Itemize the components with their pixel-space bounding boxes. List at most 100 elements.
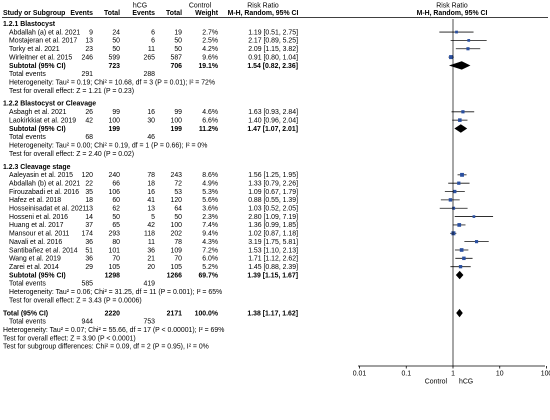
grand-heterogeneity-text: Heterogeneity: Tau² = 0.07; Chi² = 55.66…	[3, 327, 224, 334]
effect-marker	[455, 30, 458, 34]
study-events-control: 20	[147, 264, 155, 271]
total-hcg: 2220	[105, 310, 120, 317]
total-events-label: Total events	[9, 281, 46, 288]
study-name: Zarei et al. 2014	[9, 264, 59, 271]
study-events-hcg: 37	[85, 222, 93, 229]
study-total-control: 50	[174, 214, 182, 221]
effect-marker	[472, 215, 476, 218]
effect-marker	[466, 47, 470, 51]
subtotal-ci: 1.47 [1.07, 2.01]	[247, 126, 298, 133]
effect-marker	[453, 189, 457, 194]
study-events-control: 11	[148, 239, 155, 246]
study-events-control: 36	[147, 247, 155, 254]
study-total-control: 109	[171, 247, 183, 254]
total-events-label: Total events	[9, 134, 46, 141]
study-weight: 9.4%	[202, 231, 218, 238]
study-events-hcg: 22	[85, 180, 93, 187]
x-axis-tick-label: 1	[451, 371, 455, 378]
study-total-hcg: 100	[109, 117, 121, 124]
study-total-hcg: 65	[112, 222, 120, 229]
effect-marker	[452, 206, 456, 210]
study-events-control: 78	[147, 172, 155, 179]
subtotal-label: Subtotal (95% CI)	[9, 272, 66, 279]
study-total-hcg: 24	[112, 29, 120, 36]
total-ci: 1.38 [1.17, 1.62]	[247, 310, 298, 317]
study-ci: 1.56 [1.25, 1.95]	[248, 172, 298, 179]
grand-overall-effect-text: Test for overall effect: Z = 3.90 (P < 0…	[3, 335, 136, 342]
study-total-hcg: 66	[112, 180, 120, 187]
heterogeneity-text: Heterogeneity: Tau² = 0.19; Chi² = 10.68…	[9, 79, 215, 86]
study-weight: 2.3%	[202, 214, 218, 221]
study-events-control: 30	[147, 117, 155, 124]
x-axis-tick-label: 0.01	[353, 371, 367, 378]
study-weight: 7.2%	[202, 247, 218, 254]
grand-total-events-label: Total events	[9, 319, 46, 326]
study-ci: 1.71 [1.12, 2.62]	[248, 256, 298, 263]
study-total-hcg: 99	[112, 109, 120, 116]
total-events-hcg: 585	[82, 281, 94, 288]
study-ci: 1.63 [0.93, 2.84]	[248, 109, 298, 116]
study-total-hcg: 105	[109, 264, 121, 271]
header-study: Study or Subgroup	[3, 10, 65, 17]
study-total-control: 202	[171, 231, 183, 238]
study-events-hcg: 36	[85, 239, 93, 246]
study-name: Abdallah (a) et al. 2021	[9, 29, 80, 36]
study-events-hcg: 18	[85, 197, 93, 204]
study-total-control: 587	[171, 54, 183, 61]
study-name: Torky et al. 2021	[9, 46, 60, 53]
effect-marker	[448, 198, 453, 202]
effect-marker	[460, 172, 464, 177]
header-risk-ratio-plot: Risk Ratio	[436, 3, 468, 10]
study-events-hcg: 35	[85, 189, 93, 196]
study-events-hcg: 26	[85, 109, 93, 116]
subtotal-diamond	[454, 124, 468, 133]
study-total-hcg: 80	[112, 239, 120, 246]
effect-marker	[457, 223, 462, 227]
effect-marker	[461, 110, 465, 114]
study-weight: 2.7%	[202, 29, 218, 36]
subtotal-weight: 11.2%	[199, 126, 218, 133]
study-ci: 1.33 [0.79, 2.26]	[248, 180, 298, 187]
study-name: Asbagh et al. 2021	[9, 109, 67, 116]
header-events-hcg: Events	[70, 10, 93, 17]
study-ci: 2.17 [0.89, 5.25]	[248, 38, 298, 45]
subgroup-title: 1.2.2 Blastocyst or Cleavage	[3, 101, 96, 108]
study-name: Hafez et al. 2018	[9, 197, 61, 204]
subtotal-ci: 1.54 [0.82, 2.36]	[247, 63, 298, 70]
study-events-control: 16	[147, 189, 155, 196]
study-events-control: 5	[151, 214, 155, 221]
effect-marker	[462, 256, 466, 261]
study-events-hcg: 13	[85, 206, 93, 213]
study-name: Abdallah (b) et al. 2021	[9, 180, 80, 187]
total-weight: 100.0%	[195, 310, 218, 317]
study-total-control: 99	[174, 109, 182, 116]
study-total-control: 53	[174, 189, 182, 196]
header-total-hcg: Total	[104, 10, 120, 17]
study-name: Mansour et al. 2011	[9, 231, 70, 238]
subtotal-total-control: 1266	[167, 272, 182, 279]
study-events-hcg: 29	[85, 264, 93, 271]
study-events-hcg: 42	[85, 117, 93, 124]
header-total-control: Total	[166, 10, 182, 17]
study-total-hcg: 599	[109, 54, 121, 61]
study-total-hcg: 50	[112, 38, 120, 45]
study-events-hcg: 36	[85, 256, 93, 263]
total-label: Total (95% CI)	[3, 310, 48, 317]
study-total-hcg: 240	[109, 172, 121, 179]
study-total-control: 243	[171, 172, 183, 179]
study-events-hcg: 51	[85, 247, 93, 254]
overall-effect-text: Test for overall effect: Z = 2.40 (P = 0…	[9, 151, 134, 158]
header-method: M-H, Random, 95% CI	[228, 10, 299, 17]
total-events-hcg: 291	[82, 71, 94, 78]
study-weight: 5.3%	[202, 189, 218, 196]
study-total-control: 64	[174, 206, 182, 213]
heterogeneity-text: Heterogeneity: Tau² = 0.00; Chi² = 0.19,…	[9, 142, 207, 149]
subgroup-title: 1.2.3 Cleavage stage	[3, 164, 71, 171]
study-total-control: 70	[174, 256, 182, 263]
study-events-hcg: 174	[82, 231, 94, 238]
study-weight: 6.0%	[202, 256, 218, 263]
header-weight: Weight	[195, 10, 219, 17]
overall-effect-text: Test for overall effect: Z = 1.21 (P = 0…	[9, 88, 134, 95]
